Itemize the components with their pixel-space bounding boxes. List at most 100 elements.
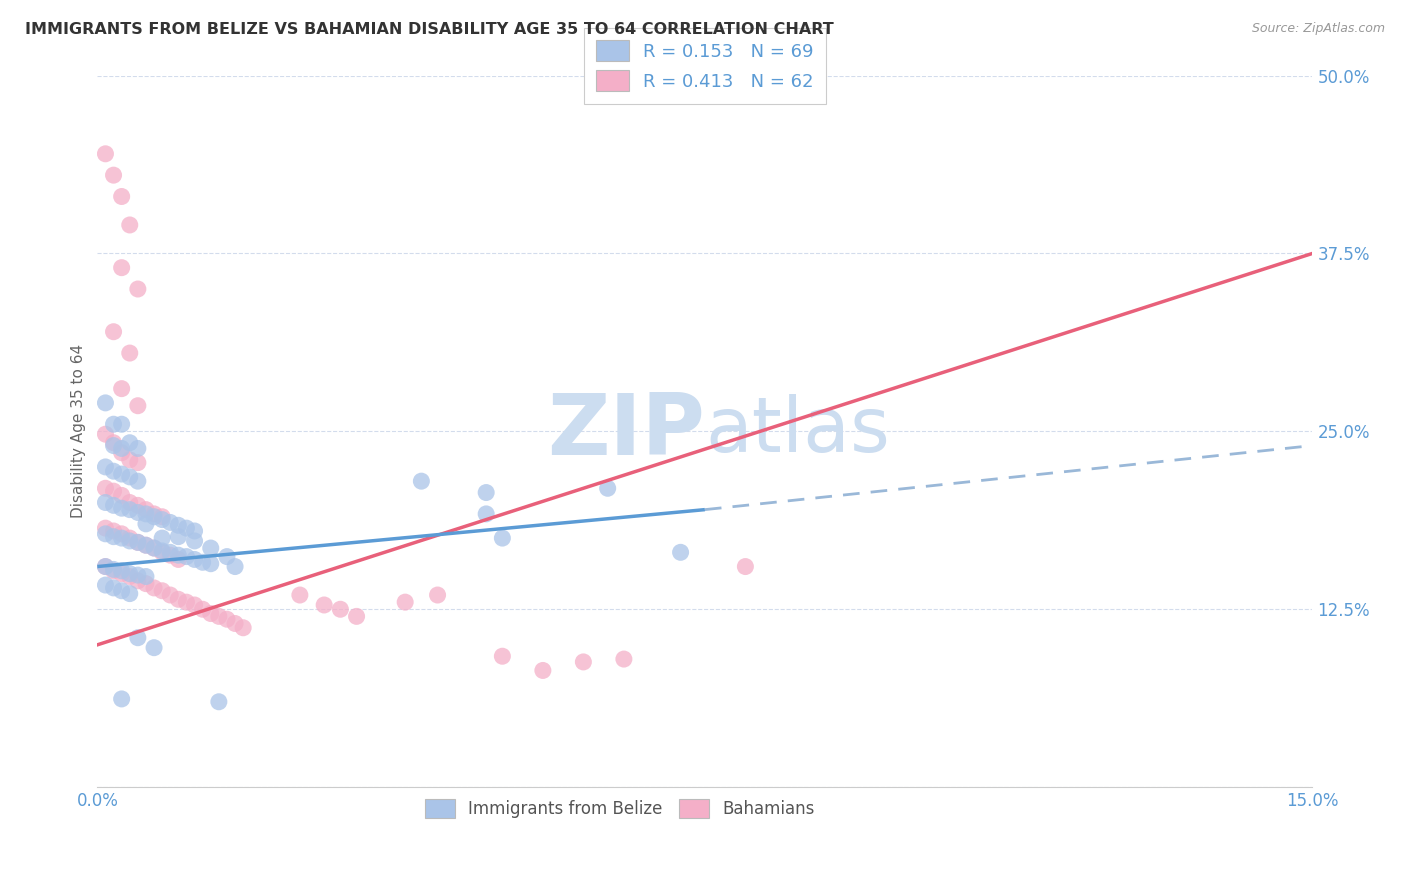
Point <box>127 399 149 413</box>
Point <box>150 512 173 526</box>
Point <box>127 574 149 588</box>
Point <box>103 530 125 544</box>
Point <box>475 485 498 500</box>
Point <box>183 524 205 538</box>
Text: ZIP: ZIP <box>547 390 704 473</box>
Point <box>191 555 214 569</box>
Point <box>94 495 117 509</box>
Point <box>111 564 134 578</box>
Point <box>118 346 141 360</box>
Legend: Immigrants from Belize, Bahamians: Immigrants from Belize, Bahamians <box>418 792 821 825</box>
Point <box>111 531 134 545</box>
Point <box>111 467 134 481</box>
Point <box>127 568 149 582</box>
Point <box>394 595 416 609</box>
Point <box>224 559 246 574</box>
Point <box>111 417 134 432</box>
Point <box>150 509 173 524</box>
Point <box>159 516 181 530</box>
Point <box>150 545 173 559</box>
Point <box>118 502 141 516</box>
Point <box>118 586 141 600</box>
Text: Source: ZipAtlas.com: Source: ZipAtlas.com <box>1251 22 1385 36</box>
Point <box>118 435 141 450</box>
Point <box>94 559 117 574</box>
Point <box>232 621 254 635</box>
Point <box>224 616 246 631</box>
Point <box>111 692 134 706</box>
Point <box>94 427 117 442</box>
Point <box>734 559 756 574</box>
Point <box>200 607 222 621</box>
Point <box>118 218 141 232</box>
Point <box>167 552 190 566</box>
Point <box>111 566 134 581</box>
Point <box>314 598 336 612</box>
Point <box>143 640 166 655</box>
Point <box>159 588 181 602</box>
Point <box>596 481 619 495</box>
Point <box>111 260 134 275</box>
Point <box>118 470 141 484</box>
Point <box>94 526 117 541</box>
Point <box>127 535 149 549</box>
Point <box>159 545 181 559</box>
Point <box>111 442 134 456</box>
Point <box>103 325 125 339</box>
Point <box>127 282 149 296</box>
Point <box>426 588 449 602</box>
Y-axis label: Disability Age 35 to 64: Disability Age 35 to 64 <box>72 344 86 518</box>
Point <box>94 578 117 592</box>
Point <box>127 506 149 520</box>
Point <box>135 538 157 552</box>
Point <box>167 518 190 533</box>
Point <box>143 509 166 524</box>
Point <box>118 531 141 545</box>
Point <box>103 581 125 595</box>
Point <box>103 435 125 450</box>
Point <box>150 531 173 545</box>
Point <box>150 544 173 558</box>
Point <box>94 396 117 410</box>
Point <box>103 562 125 576</box>
Point <box>111 189 134 203</box>
Point <box>103 564 125 578</box>
Point <box>208 695 231 709</box>
Point <box>572 655 595 669</box>
Point <box>127 442 149 456</box>
Point <box>150 583 173 598</box>
Point <box>94 481 117 495</box>
Point <box>411 474 433 488</box>
Point <box>491 531 513 545</box>
Point <box>118 533 141 548</box>
Point <box>135 569 157 583</box>
Point <box>176 595 198 609</box>
Point <box>127 474 149 488</box>
Point <box>143 581 166 595</box>
Point <box>143 541 166 555</box>
Point <box>111 488 134 502</box>
Point <box>111 382 134 396</box>
Point <box>329 602 352 616</box>
Point <box>183 598 205 612</box>
Point <box>191 602 214 616</box>
Point <box>127 456 149 470</box>
Point <box>288 588 311 602</box>
Text: atlas: atlas <box>704 394 890 468</box>
Point <box>94 559 117 574</box>
Point <box>669 545 692 559</box>
Point <box>118 495 141 509</box>
Point <box>127 535 149 549</box>
Point <box>143 507 166 521</box>
Point <box>111 526 134 541</box>
Point <box>531 664 554 678</box>
Point <box>135 516 157 531</box>
Point <box>103 439 125 453</box>
Point <box>103 499 125 513</box>
Point <box>111 583 134 598</box>
Point <box>167 548 190 562</box>
Text: IMMIGRANTS FROM BELIZE VS BAHAMIAN DISABILITY AGE 35 TO 64 CORRELATION CHART: IMMIGRANTS FROM BELIZE VS BAHAMIAN DISAB… <box>25 22 834 37</box>
Point <box>208 609 231 624</box>
Point <box>127 499 149 513</box>
Point <box>613 652 636 666</box>
